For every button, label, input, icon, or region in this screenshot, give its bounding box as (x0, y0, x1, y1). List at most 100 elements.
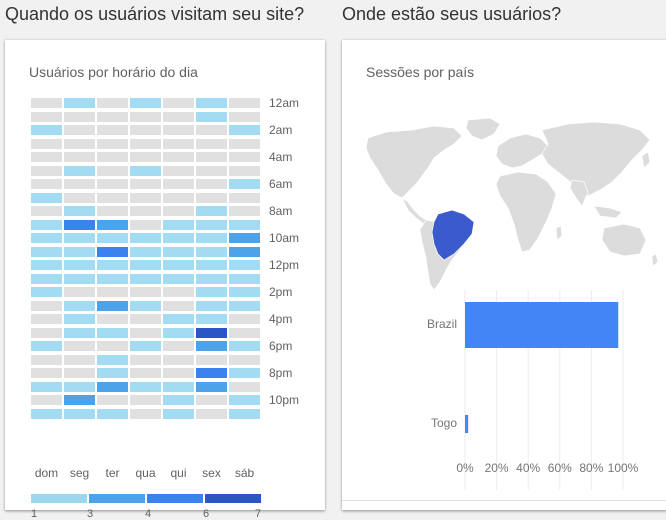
heatmap-cell[interactable] (97, 165, 128, 176)
heatmap-cell[interactable] (97, 381, 128, 392)
world-map[interactable] (342, 110, 666, 300)
heatmap-cell[interactable] (97, 368, 128, 378)
heatmap-cell[interactable] (97, 341, 128, 351)
heatmap-cell[interactable] (196, 138, 227, 149)
heatmap-cell[interactable] (31, 260, 62, 270)
heatmap-cell[interactable] (229, 354, 260, 365)
heatmap-cell[interactable] (130, 408, 161, 419)
heatmap-cell[interactable] (163, 152, 194, 162)
heatmap-cell[interactable] (130, 354, 161, 365)
heatmap-cell[interactable] (130, 287, 161, 297)
heatmap-cell[interactable] (31, 152, 62, 162)
heatmap-cell[interactable] (163, 206, 194, 216)
heatmap-cell[interactable] (97, 300, 128, 311)
heatmap-cell[interactable] (163, 287, 194, 297)
heatmap-cell[interactable] (196, 179, 227, 189)
heatmap-cell[interactable] (196, 192, 227, 203)
heatmap-cell[interactable] (31, 368, 62, 378)
heatmap-cell[interactable] (229, 314, 260, 324)
heatmap-cell[interactable] (31, 179, 62, 189)
heatmap-cell[interactable] (229, 152, 260, 162)
heatmap-cell[interactable] (229, 395, 260, 405)
heatmap-cell[interactable] (97, 125, 128, 135)
heatmap-cell[interactable] (196, 246, 227, 257)
heatmap-cell[interactable] (229, 138, 260, 149)
heatmap-cell[interactable] (130, 300, 161, 311)
heatmap-cell[interactable] (31, 381, 62, 392)
heatmap-cell[interactable] (196, 395, 227, 405)
bar-brazil[interactable] (465, 302, 619, 348)
heatmap-cell[interactable] (130, 260, 161, 270)
heatmap-cell[interactable] (31, 246, 62, 257)
heatmap-cell[interactable] (64, 98, 95, 108)
heatmap-cell[interactable] (31, 300, 62, 311)
heatmap-cell[interactable] (97, 111, 128, 122)
heatmap-cell[interactable] (31, 287, 62, 297)
heatmap-cell[interactable] (64, 125, 95, 135)
heatmap-cell[interactable] (229, 287, 260, 297)
heatmap-cell[interactable] (163, 341, 194, 351)
heatmap-cell[interactable] (64, 341, 95, 351)
heatmap-cell[interactable] (64, 300, 95, 311)
heatmap-cell[interactable] (130, 395, 161, 405)
heatmap-cell[interactable] (97, 246, 128, 257)
heatmap-cell[interactable] (196, 165, 227, 176)
heatmap-cell[interactable] (97, 395, 128, 405)
heatmap-cell[interactable] (196, 368, 227, 378)
heatmap-cell[interactable] (196, 327, 227, 338)
heatmap-cell[interactable] (130, 233, 161, 243)
heatmap-cell[interactable] (229, 327, 260, 338)
heatmap-cell[interactable] (64, 395, 95, 405)
heatmap-cell[interactable] (229, 233, 260, 243)
heatmap-cell[interactable] (97, 287, 128, 297)
heatmap-cell[interactable] (130, 165, 161, 176)
heatmap-cell[interactable] (229, 206, 260, 216)
heatmap-cell[interactable] (64, 260, 95, 270)
heatmap-cell[interactable] (97, 354, 128, 365)
heatmap-cell[interactable] (163, 260, 194, 270)
heatmap-cell[interactable] (31, 314, 62, 324)
heatmap-cell[interactable] (31, 206, 62, 216)
heatmap-cell[interactable] (229, 341, 260, 351)
heatmap-cell[interactable] (97, 260, 128, 270)
heatmap-cell[interactable] (196, 300, 227, 311)
heatmap-cell[interactable] (97, 219, 128, 230)
heatmap-cell[interactable] (97, 98, 128, 108)
heatmap-cell[interactable] (64, 192, 95, 203)
heatmap-cell[interactable] (31, 341, 62, 351)
heatmap-cell[interactable] (130, 192, 161, 203)
heatmap-cell[interactable] (31, 233, 62, 243)
heatmap-cell[interactable] (97, 273, 128, 284)
heatmap-cell[interactable] (163, 273, 194, 284)
heatmap-cell[interactable] (196, 260, 227, 270)
heatmap-cell[interactable] (163, 246, 194, 257)
heatmap-cell[interactable] (196, 152, 227, 162)
heatmap-cell[interactable] (229, 192, 260, 203)
heatmap-cell[interactable] (229, 179, 260, 189)
heatmap-cell[interactable] (64, 246, 95, 257)
heatmap-cell[interactable] (64, 314, 95, 324)
heatmap-cell[interactable] (229, 368, 260, 378)
heatmap-cell[interactable] (196, 219, 227, 230)
heatmap-cell[interactable] (64, 138, 95, 149)
heatmap-cell[interactable] (229, 300, 260, 311)
heatmap-cell[interactable] (196, 273, 227, 284)
heatmap-cell[interactable] (229, 219, 260, 230)
heatmap-cell[interactable] (31, 354, 62, 365)
heatmap-cell[interactable] (163, 138, 194, 149)
heatmap-cell[interactable] (196, 125, 227, 135)
heatmap-cell[interactable] (130, 138, 161, 149)
heatmap-cell[interactable] (31, 273, 62, 284)
heatmap-cell[interactable] (64, 381, 95, 392)
heatmap-cell[interactable] (64, 111, 95, 122)
heatmap-cell[interactable] (64, 219, 95, 230)
heatmap-cell[interactable] (229, 381, 260, 392)
heatmap-cell[interactable] (163, 395, 194, 405)
heatmap-cell[interactable] (163, 125, 194, 135)
heatmap-cell[interactable] (97, 192, 128, 203)
heatmap-cell[interactable] (163, 354, 194, 365)
heatmap-cell[interactable] (196, 98, 227, 108)
heatmap-cell[interactable] (31, 98, 62, 108)
heatmap-cell[interactable] (130, 327, 161, 338)
heatmap-cell[interactable] (31, 408, 62, 419)
